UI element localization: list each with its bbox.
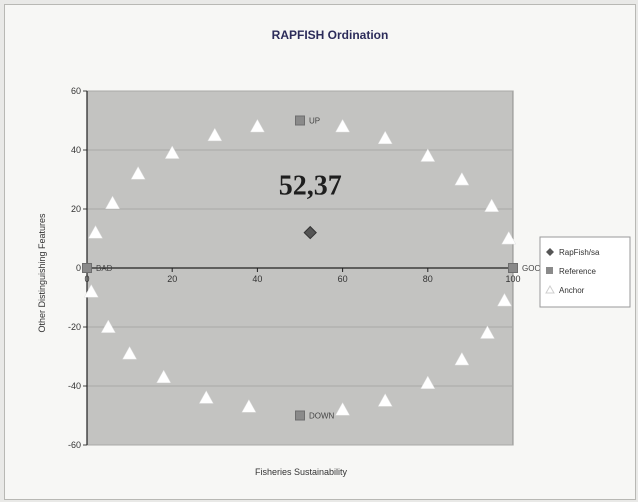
legend-marker-rapfish	[546, 248, 554, 256]
reference-label: BAD	[96, 264, 113, 273]
reference-point	[295, 115, 305, 126]
anchor-point	[241, 399, 257, 413]
x-tick-label: 60	[338, 274, 348, 284]
reference-point	[295, 410, 305, 421]
anchor-point	[420, 148, 436, 162]
anchor-point	[207, 127, 223, 142]
chart-title: RAPFISH Ordination	[272, 28, 389, 42]
anchor-point	[130, 166, 146, 180]
anchor-point	[420, 375, 436, 389]
legend-entry: Anchor	[559, 286, 585, 295]
anchor-point	[164, 145, 180, 159]
legend-entry: RapFish/sa	[559, 248, 600, 257]
x-tick-label: 100	[505, 274, 520, 284]
anchor-point	[377, 130, 393, 145]
y-tick-label: 40	[71, 145, 81, 155]
x-axis-label: Fisheries Sustainability	[255, 467, 348, 477]
anchor-point	[480, 325, 495, 339]
chart-frame: RAPFISH Ordination 60 40 20 0 -20 -40 -60 0 20 40…	[4, 4, 636, 500]
anchor-point	[105, 195, 120, 209]
anchor-point	[497, 292, 512, 307]
x-tick-label: 40	[252, 274, 262, 284]
score-annotation: 52,37	[279, 170, 342, 201]
rapfish-point	[303, 225, 317, 240]
anchor-point	[335, 118, 351, 133]
anchor-point	[454, 351, 470, 366]
anchor-point	[156, 369, 172, 383]
y-tick-label: 20	[71, 204, 81, 214]
plot-area: 60 40 20 0 -20 -40 -60 0 20 40 60 80 100 UP BAD GOOD DOW…	[68, 86, 547, 450]
y-tick-label: -60	[68, 440, 81, 450]
anchor-point	[88, 225, 103, 239]
legend-box	[539, 236, 631, 308]
legend-entry: Reference	[559, 267, 596, 276]
anchor-point	[249, 118, 265, 133]
reference-label: UP	[309, 117, 320, 126]
y-tick-label: 0	[76, 263, 81, 273]
y-tick-label: -20	[68, 322, 81, 332]
reference-point	[508, 263, 518, 273]
y-axis-label: Other Distinguishing Features	[37, 213, 47, 333]
x-tick-label: 80	[423, 274, 433, 284]
anchor-point	[100, 319, 116, 333]
reference-label: DOWN	[309, 412, 335, 421]
legend-marker-reference	[546, 267, 553, 274]
anchor-point	[335, 402, 351, 416]
chart-svg: RAPFISH Ordination 60 40 20 0 -20 -40 -60 0 20 40…	[37, 28, 631, 477]
y-tick-label: -40	[68, 381, 81, 391]
x-tick-label: 0	[84, 274, 89, 284]
legend: RapFish/sa Reference Anchor	[539, 236, 631, 308]
reference-label: GOOD	[522, 264, 547, 273]
anchor-point	[484, 198, 500, 212]
reference-point	[82, 263, 92, 273]
legend-marker-anchor	[545, 284, 555, 294]
anchor-point	[454, 171, 470, 186]
anchor-point	[501, 230, 517, 245]
y-tick-label: 60	[71, 86, 81, 96]
x-tick-label: 20	[167, 274, 177, 284]
anchor-point	[377, 393, 393, 407]
anchor-point	[122, 346, 138, 360]
anchor-point	[83, 284, 99, 298]
anchor-point	[198, 390, 214, 404]
